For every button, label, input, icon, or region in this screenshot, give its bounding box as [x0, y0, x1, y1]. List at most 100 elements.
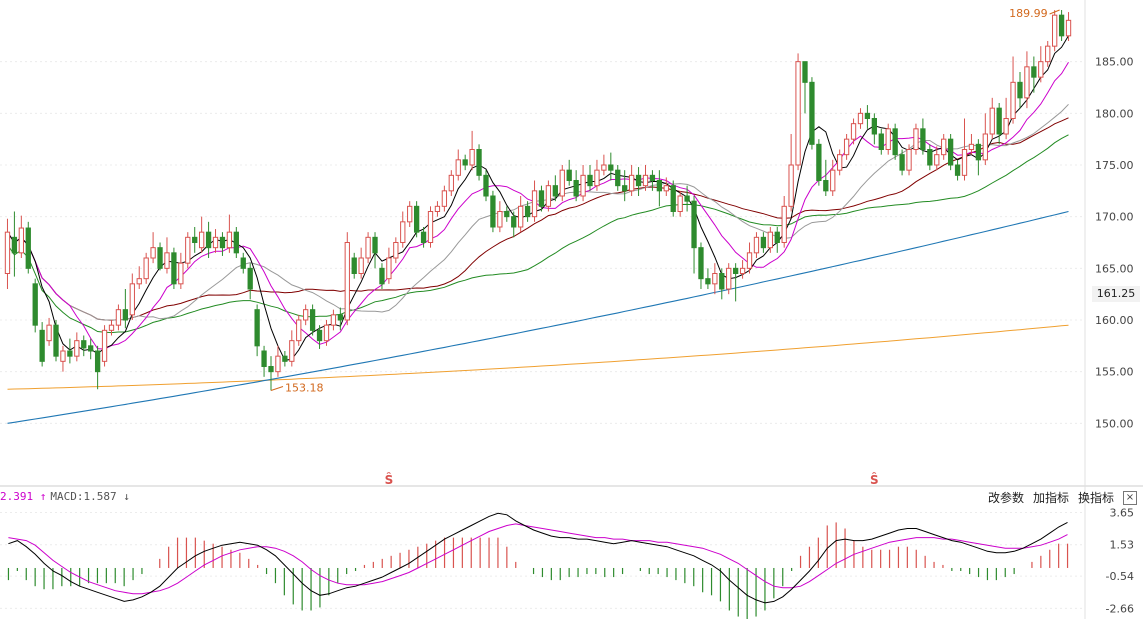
candle-up [726, 267, 732, 290]
candle-down [233, 231, 239, 254]
candle-up [434, 205, 441, 212]
dea-line [8, 523, 1068, 595]
candle-down [462, 159, 468, 166]
candle-up [60, 350, 66, 362]
candle-up [753, 236, 760, 254]
switch-indicator-button[interactable]: 换指标 [1077, 491, 1114, 505]
ma20-line [7, 103, 1069, 321]
candle-up [781, 205, 787, 243]
candle-down [420, 231, 427, 244]
candle-up [850, 123, 857, 140]
candle-down [39, 329, 45, 362]
candle-down [871, 118, 878, 135]
candle-down [899, 154, 905, 171]
ma250-line [7, 324, 1069, 390]
price-tick-label: 175.00 [1095, 159, 1134, 172]
candle-down [309, 309, 316, 331]
add-indicator-button[interactable]: 加指标 [1032, 491, 1069, 505]
candle-up [143, 257, 149, 280]
candle-down [816, 143, 822, 181]
candle-down [268, 366, 274, 373]
indicator-toolbar: 改参数 加指标 换指标 × [988, 489, 1137, 506]
candle-up [18, 227, 24, 254]
ma10-line [7, 61, 1069, 350]
candle-down [920, 128, 926, 150]
candle-up [74, 340, 80, 357]
candle-up [1052, 14, 1058, 47]
candle-down [552, 185, 558, 197]
candle-up [580, 174, 586, 197]
candle-down [892, 128, 898, 156]
candle-down [608, 164, 614, 171]
macd-value: MACD:1.587 ↓ [50, 490, 130, 503]
candle-up [448, 174, 454, 192]
candle-down [261, 350, 267, 367]
candle-down [53, 324, 59, 357]
candle-down [684, 195, 690, 202]
ma60-line [7, 134, 1069, 334]
candle-down [122, 309, 129, 321]
candle-down [1058, 14, 1065, 37]
high-annotation-arrow [1049, 9, 1060, 15]
candle-up [795, 61, 801, 166]
candle-down [94, 350, 101, 373]
candle-up [1003, 118, 1009, 135]
candle-up [46, 324, 52, 342]
candle-up [559, 169, 565, 197]
candle-up [4, 231, 11, 275]
price-grid [0, 61, 1085, 424]
candle-up [1038, 61, 1044, 78]
candle-up [712, 273, 718, 285]
candle-down [372, 236, 378, 254]
candle-up [934, 154, 940, 166]
candle-down [705, 278, 711, 285]
candle-up [108, 324, 115, 331]
candle-down [975, 143, 982, 161]
macd-axis-ticks: 3.65 1.53 -0.54 -2.66 [1106, 507, 1134, 616]
candle-down [205, 231, 212, 249]
candle-up [212, 236, 219, 249]
candle-up [469, 149, 475, 166]
candle-down [1017, 81, 1023, 99]
candle-up [663, 185, 669, 192]
macd-tick-label: -0.54 [1106, 570, 1134, 583]
candle-up [906, 149, 912, 171]
candle-up [164, 252, 170, 269]
moving-average-lines [7, 35, 1069, 424]
candle-up [857, 112, 864, 125]
candle-down [649, 174, 656, 181]
change-params-button[interactable]: 改参数 [987, 491, 1024, 505]
low-price-label: 153.18 [285, 381, 324, 394]
candle-up [767, 231, 773, 249]
candle-down [483, 174, 489, 197]
price-tick-label: 160.00 [1095, 314, 1134, 327]
candle-down [88, 345, 94, 352]
candle-down [947, 138, 954, 166]
candle-down [254, 309, 260, 347]
price-annotations: 189.99 153.18 [270, 7, 1060, 394]
price-axis-ticks: 185.00 180.00 175.00 170.00 165.00 160.00 155.… [1095, 56, 1134, 431]
signal-marker: Ŝ [385, 472, 394, 487]
candle-up [441, 190, 448, 207]
candle-down [691, 200, 697, 249]
candle-down [670, 185, 676, 213]
candle-down [11, 236, 18, 254]
candle-down [774, 231, 780, 244]
candle-up [788, 164, 794, 207]
candle-down [802, 61, 808, 83]
candle-up [289, 340, 295, 362]
candle-up [393, 242, 399, 259]
price-tick-label: 165.00 [1095, 262, 1134, 275]
candle-up [497, 211, 503, 228]
candle-down [25, 227, 31, 269]
candle-up [941, 138, 947, 156]
ma5-line [7, 35, 1069, 361]
signal-marker: Ŝ [870, 472, 879, 487]
candlestick-series [4, 10, 1072, 391]
candle-down [732, 267, 739, 275]
candle-up [746, 252, 753, 269]
close-icon[interactable]: × [1123, 490, 1137, 505]
price-tick-label: 170.00 [1095, 211, 1134, 224]
candle-up [136, 278, 142, 285]
